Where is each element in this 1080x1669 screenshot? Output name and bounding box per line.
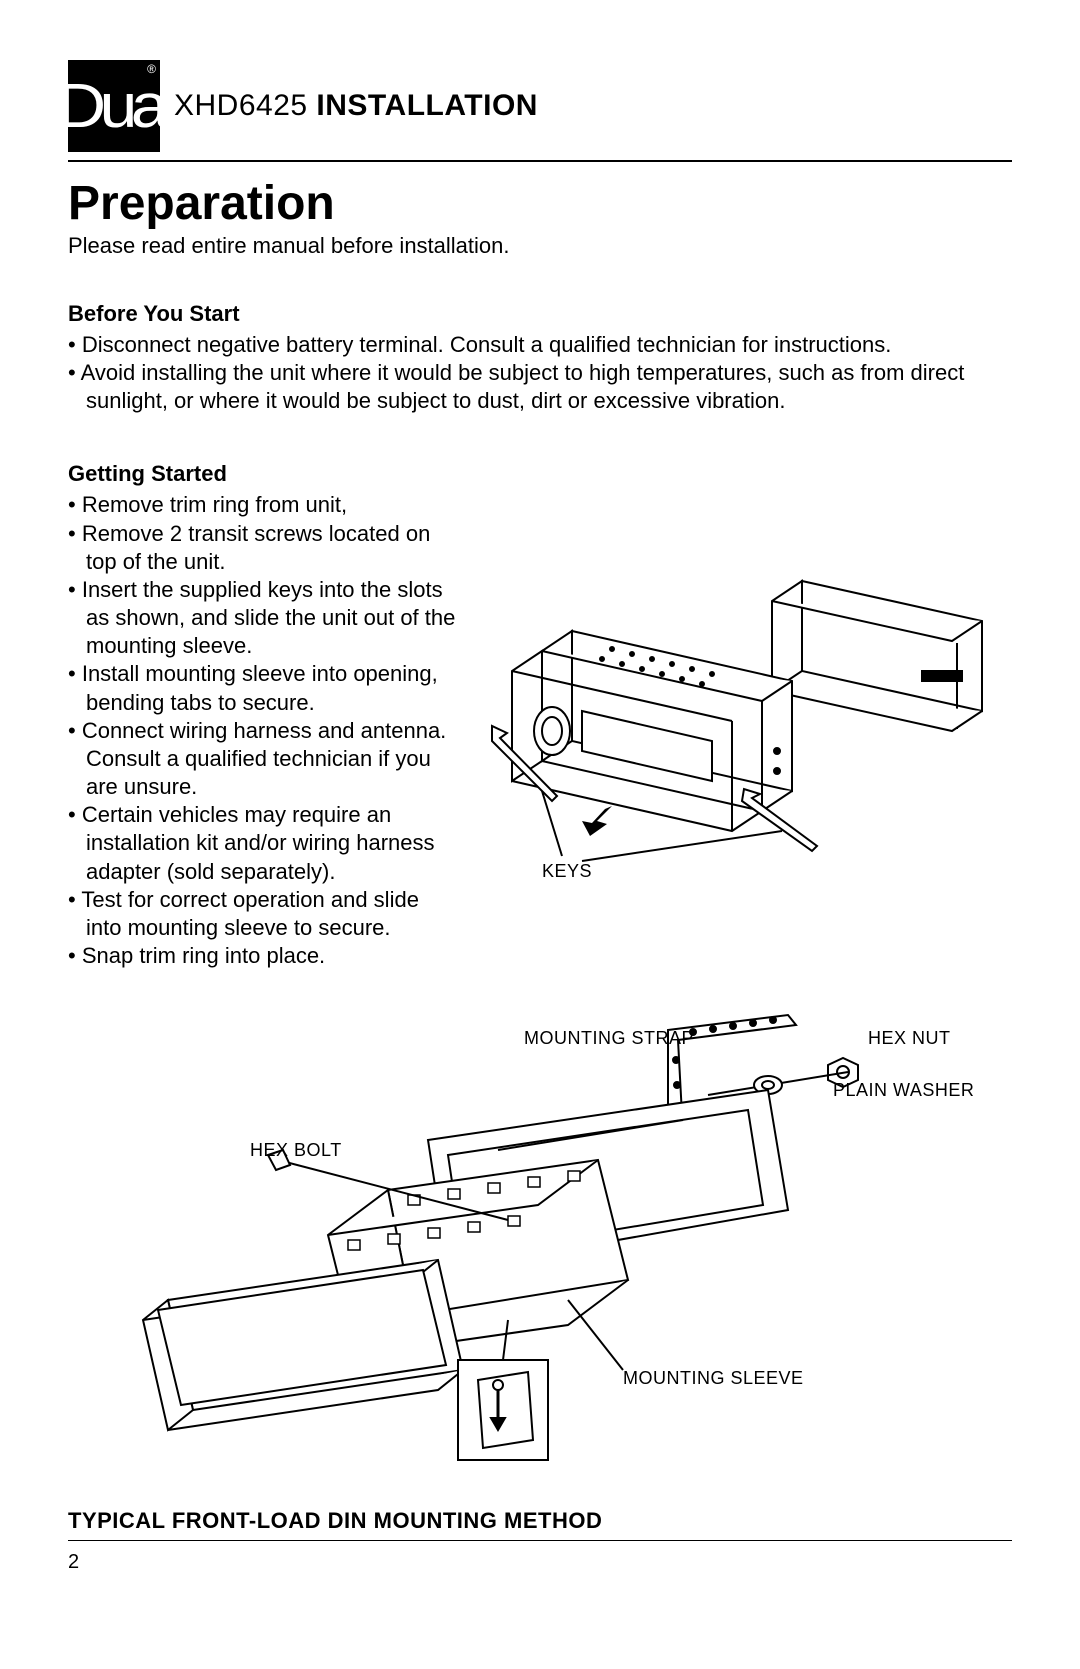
- header-divider: [68, 160, 1012, 162]
- plain-washer-label: PLAIN WASHER: [833, 1080, 974, 1101]
- list-item: Remove 2 transit screws located on top o…: [68, 520, 458, 576]
- keys-diagram-svg: [482, 551, 1002, 881]
- hex-nut-label: HEX NUT: [868, 1028, 951, 1049]
- footer-title: TYPICAL FRONT-LOAD DIN MOUNTING METHOD: [68, 1508, 1012, 1534]
- list-item: Remove trim ring from unit,: [68, 491, 458, 519]
- list-item: Insert the supplied keys into the slots …: [68, 576, 458, 660]
- logo-text: Dual: [57, 71, 171, 142]
- mounting-method-diagram: MOUNTING STRAP HEX NUT PLAIN WASHER HEX …: [68, 1010, 1012, 1490]
- getting-started-heading: Getting Started: [68, 461, 458, 487]
- list-item: Install mounting sleeve into opening, be…: [68, 660, 458, 716]
- footer-divider: [68, 1540, 1012, 1541]
- list-item: Disconnect negative battery terminal. Co…: [68, 331, 1012, 359]
- list-item: Snap trim ring into place.: [68, 942, 458, 970]
- getting-started-list: Remove trim ring from unit, Remove 2 tra…: [68, 491, 458, 970]
- section-title: Preparation: [68, 176, 1012, 231]
- registered-mark: ®: [147, 62, 156, 76]
- getting-started-text-col: Getting Started Remove trim ring from un…: [68, 461, 458, 970]
- mounting-sleeve-label: MOUNTING SLEEVE: [623, 1368, 804, 1389]
- getting-started-row: Getting Started Remove trim ring from un…: [68, 461, 1012, 970]
- mounting-strap-label: MOUNTING STRAP: [524, 1028, 694, 1049]
- intro-text: Please read entire manual before install…: [68, 233, 1012, 259]
- list-item: Test for correct operation and slide int…: [68, 886, 458, 942]
- page-header: Dual ® XHD6425 INSTALLATION: [68, 60, 1012, 152]
- dual-logo: Dual ®: [68, 60, 160, 152]
- header-suffix: INSTALLATION: [316, 89, 538, 122]
- keys-label: KEYS: [542, 861, 592, 882]
- header-title: XHD6425 INSTALLATION: [174, 89, 538, 123]
- list-item: Connect wiring harness and antenna. Cons…: [68, 717, 458, 801]
- list-item: Avoid installing the unit where it would…: [68, 359, 1012, 415]
- before-you-start-heading: Before You Start: [68, 301, 1012, 327]
- page-number: 2: [68, 1551, 1012, 1574]
- unit-keys-diagram: KEYS: [482, 461, 1012, 881]
- before-you-start-list: Disconnect negative battery terminal. Co…: [68, 331, 1012, 415]
- hex-bolt-label: HEX BOLT: [250, 1140, 342, 1161]
- model-number: XHD6425: [174, 89, 308, 122]
- list-item: Certain vehicles may require an installa…: [68, 801, 458, 885]
